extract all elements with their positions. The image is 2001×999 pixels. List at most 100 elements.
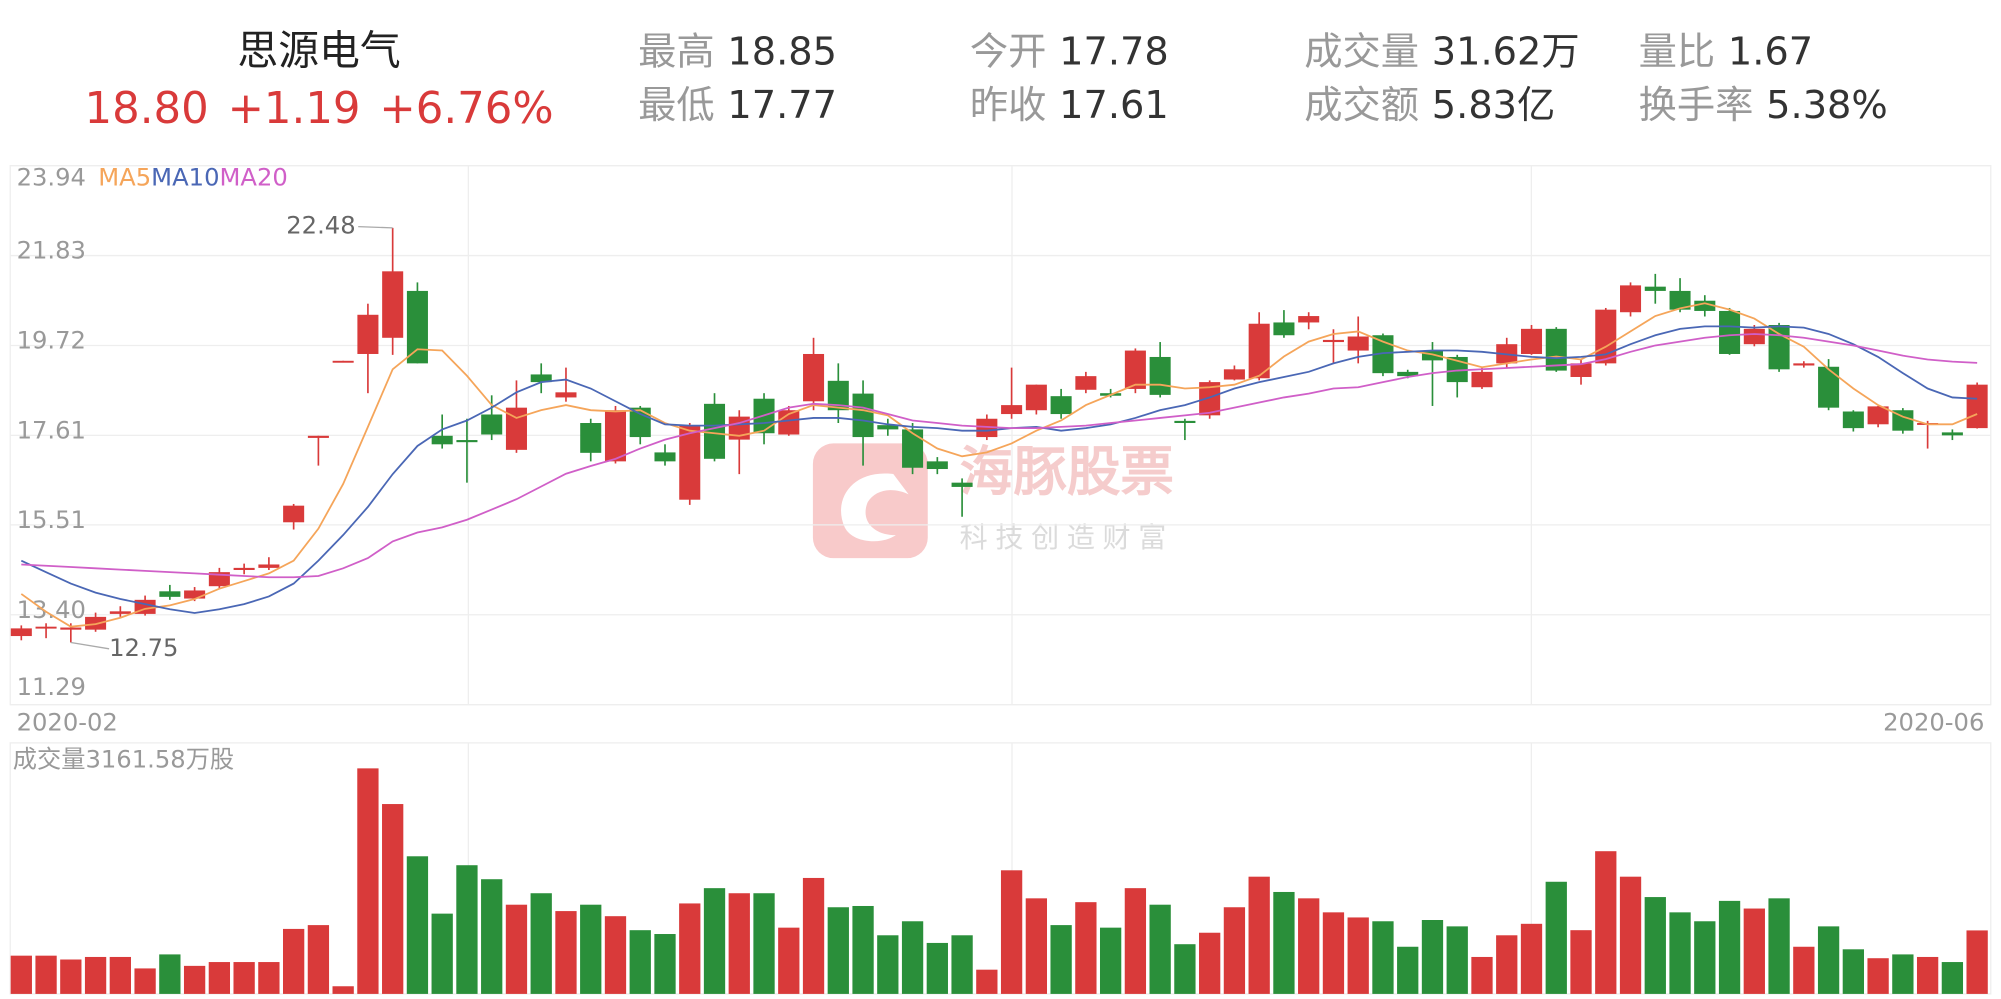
candle-body [852,393,874,438]
candle-body [431,435,453,445]
volume-bar [1099,927,1122,994]
y-tick-label: 19.72 [17,327,86,355]
volume-bar [827,907,849,994]
ma-line [20,302,1978,628]
x-tick-label: 2020-06 [1883,709,1984,737]
y-tick-label: 17.61 [17,417,86,445]
candle-body [1248,323,1270,379]
candle-body [976,418,998,438]
candle-body [1421,350,1443,361]
annotation-leader [70,641,110,650]
candle-body [1545,328,1567,371]
candle-body [357,314,379,354]
stat-label: 成交额 [1304,83,1419,128]
candle-body [778,410,800,435]
volume-bar [555,911,577,994]
candle-body [1372,335,1394,374]
stat-value: 5.38% [1766,83,1888,128]
volume-bar [307,925,330,994]
volume-bar [159,954,181,994]
candle-body [703,403,726,459]
volume-bar [1347,917,1369,994]
candle-body [233,567,255,571]
volume-bar [604,916,627,994]
candle-body [159,591,181,597]
volume-bar [976,969,998,994]
stat: 量比 1.67 [1639,29,1814,74]
volume-bar [728,893,750,994]
watermark: 海豚股票 科技创造财富 [812,440,1174,559]
volume-title: 成交量3161.58万股 [13,746,234,774]
candle-body [1644,286,1666,291]
stat-value: 17.77 [727,83,837,128]
volume-bar [134,968,156,994]
candle-body [1867,406,1889,425]
stat-label: 成交量 [1304,29,1419,74]
ma-line [20,325,1978,614]
candle-body [1446,356,1468,383]
x-tick-label: 2020-02 [17,709,118,737]
candle-body [1620,285,1642,313]
candle-body [1075,376,1097,390]
stat-value: 17.61 [1059,83,1169,128]
candle-body [332,360,354,363]
volume-bar [431,913,453,994]
stat-value: 1.67 [1728,29,1813,74]
volume-bar [1619,876,1642,994]
watermark-subtitle: 科技创造财富 [960,521,1174,554]
candle-body [1124,350,1146,389]
volume-bar [1916,956,1939,994]
volume-bar [258,962,280,994]
volume-bar [703,888,726,994]
volume-bar [1941,962,1964,994]
candle-body [1941,432,1963,436]
watermark-logo [812,443,928,559]
candle-body [555,392,577,398]
candle-body [35,626,57,629]
candle-body [1199,382,1221,416]
stock-name: 思源电气 [237,27,400,75]
annotation-label: 12.75 [109,634,178,662]
volume-bar [1446,926,1468,994]
volume-bar [1644,897,1666,994]
stat: 今开 17.78 [970,29,1169,74]
candle-body [505,407,527,450]
stat-label: 最高 [638,29,715,74]
candle-body [604,410,627,462]
candle-body [951,482,973,487]
candle-body [258,564,280,568]
volume-bar [1248,876,1270,994]
volume-bar [1496,935,1518,994]
volume-bar [1817,926,1840,994]
volume-bar [1223,907,1246,994]
volume-bar [382,804,404,994]
volume-bar [654,934,676,994]
candle-body [679,425,701,500]
candle-body [1397,371,1419,377]
candle-body [530,374,552,383]
candle-body [902,429,924,468]
candle-body [1966,384,1988,429]
candle-body [877,425,899,430]
volume-bar [852,905,874,994]
candle-body [1149,356,1171,395]
candle-body [580,423,602,453]
volume-bar [1694,921,1716,994]
candle-body [382,271,404,338]
candle-body [1322,339,1344,343]
price: 18.80 [85,83,209,133]
volume-bar [456,865,478,994]
volume-bar [1718,900,1741,994]
volume-bar [332,986,354,994]
volume-bar [1372,921,1394,994]
volume-bar [357,768,379,994]
volume-bar [10,955,32,994]
candle-body [1892,410,1914,431]
y-tick-label: 15.51 [17,506,86,534]
candle-body [1570,363,1592,377]
candle-body [1001,405,1023,415]
price-line: 18.80 +1.19 +6.76% [85,83,554,133]
volume-bar [1966,930,1988,994]
